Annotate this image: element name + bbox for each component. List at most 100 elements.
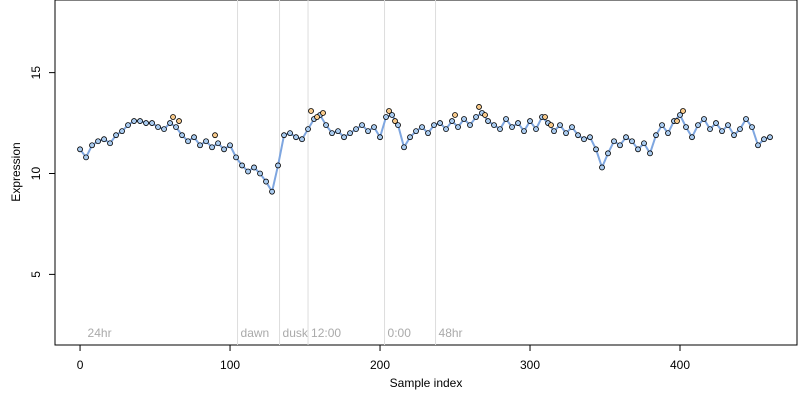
- data-point: [125, 122, 131, 128]
- data-point: [491, 122, 497, 128]
- data-point: [359, 122, 365, 128]
- data-point: [641, 140, 647, 147]
- data-point: [401, 144, 407, 151]
- x-tick-label: 300: [520, 358, 540, 372]
- x-tick-label: 100: [220, 358, 240, 372]
- data-point: [131, 118, 137, 124]
- x-axis-label: Sample index: [390, 376, 463, 390]
- data-point: [320, 110, 326, 116]
- data-point: [548, 122, 554, 128]
- y-tick-label: 5: [29, 271, 43, 278]
- data-point: [542, 114, 548, 120]
- data-point: [755, 142, 761, 149]
- data-point: [221, 146, 227, 153]
- data-point: [527, 118, 533, 124]
- data-point: [509, 124, 515, 131]
- data-point: [674, 118, 680, 124]
- annotation-label: dusk: [283, 326, 309, 340]
- data-point: [314, 114, 320, 120]
- data-point: [347, 130, 353, 137]
- data-point: [209, 144, 215, 151]
- data-point: [719, 128, 725, 135]
- data-point: [77, 146, 83, 153]
- y-tick-label: 10: [29, 167, 43, 181]
- data-point: [257, 170, 263, 177]
- data-point: [521, 128, 527, 135]
- data-point: [680, 108, 686, 114]
- data-point: [473, 114, 479, 120]
- annotation-label: 0:00: [388, 326, 412, 340]
- data-point: [659, 122, 665, 128]
- x-tick-label: 400: [670, 358, 690, 372]
- data-point: [689, 134, 695, 141]
- data-point: [476, 104, 482, 110]
- data-point: [335, 128, 341, 135]
- data-point: [647, 150, 653, 157]
- data-point: [323, 122, 329, 128]
- data-point: [635, 146, 641, 153]
- series-line: [79, 111, 771, 195]
- x-tick-label: 0: [77, 358, 84, 372]
- data-point: [563, 130, 569, 137]
- data-point: [482, 112, 488, 118]
- data-point: [191, 134, 197, 141]
- data-point: [653, 132, 659, 139]
- data-point: [227, 142, 233, 149]
- data-point: [107, 140, 113, 147]
- data-point: [713, 120, 719, 126]
- data-point: [185, 138, 191, 145]
- data-point: [617, 142, 623, 149]
- data-point: [377, 134, 383, 141]
- plot-box: [54, 0, 798, 346]
- x-tick-label: 200: [370, 358, 390, 372]
- data-point: [743, 116, 749, 122]
- data-point: [371, 124, 377, 131]
- data-point: [143, 120, 149, 126]
- data-point: [551, 128, 557, 135]
- data-point: [497, 126, 503, 133]
- data-point: [161, 126, 167, 133]
- data-point: [305, 126, 311, 133]
- data-point: [215, 140, 221, 147]
- data-point: [341, 134, 347, 141]
- data-point: [395, 122, 401, 128]
- data-point: [623, 134, 629, 141]
- data-point: [389, 112, 395, 118]
- data-point: [599, 164, 605, 171]
- data-point: [119, 128, 125, 135]
- y-axis-label: Expression: [9, 142, 23, 201]
- data-point: [731, 132, 737, 139]
- annotation-label: 24hr: [88, 326, 112, 340]
- data-point: [101, 136, 107, 143]
- data-point: [170, 114, 176, 120]
- data-point: [155, 124, 161, 131]
- data-point: [707, 126, 713, 133]
- data-point: [569, 124, 575, 131]
- data-point: [575, 132, 581, 139]
- data-point: [767, 134, 773, 141]
- data-point: [149, 120, 155, 126]
- data-point: [239, 162, 245, 169]
- data-point: [761, 136, 767, 143]
- data-point: [251, 164, 257, 171]
- data-point: [407, 134, 413, 141]
- data-point: [467, 122, 473, 128]
- data-point: [212, 132, 218, 139]
- data-point: [263, 178, 269, 185]
- data-point: [176, 118, 182, 124]
- data-point: [605, 150, 611, 157]
- data-point: [449, 118, 455, 124]
- data-point: [383, 114, 389, 120]
- data-point: [386, 108, 392, 114]
- data-point: [557, 122, 563, 128]
- data-point: [419, 124, 425, 131]
- data-point: [503, 116, 509, 122]
- data-point: [275, 162, 281, 169]
- data-point: [455, 124, 461, 131]
- data-point: [629, 138, 635, 145]
- data-point: [95, 138, 101, 145]
- data-point: [365, 128, 371, 135]
- data-point: [515, 120, 521, 126]
- data-point: [413, 128, 419, 135]
- data-point: [167, 120, 173, 126]
